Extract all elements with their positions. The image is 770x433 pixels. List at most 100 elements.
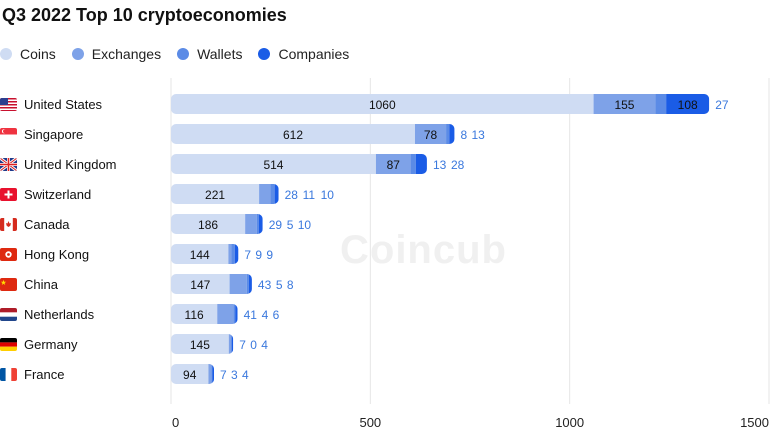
bar-coins-5 <box>171 244 229 264</box>
bar-companies-5 <box>234 244 239 264</box>
bar-exchanges-5 <box>228 244 232 264</box>
category-label: United States <box>0 94 102 114</box>
bar-wallets-4 <box>256 214 259 234</box>
watermark-logo: Coincub <box>340 228 507 272</box>
data-label-wallets: 8 <box>460 128 467 142</box>
data-label-companies: 4 <box>242 368 249 382</box>
bar-exchanges-2 <box>375 154 411 174</box>
us-flag-icon <box>0 97 17 111</box>
data-label-coins: 612 <box>283 128 303 142</box>
netherlands-flag-icon <box>0 307 17 321</box>
data-label-companies: 10 <box>298 218 312 232</box>
data-label-companies: 108 <box>678 98 698 112</box>
category-label-text: Hong Kong <box>24 246 90 262</box>
uk-flag-icon <box>0 157 17 171</box>
data-label-wallets: 27 <box>715 98 729 112</box>
category-label: Hong Kong <box>0 244 89 264</box>
bar-exchanges-3 <box>259 184 271 204</box>
data-label-wallets: 4 <box>262 308 269 322</box>
bar-companies-1 <box>449 124 455 144</box>
bar-exchanges-7 <box>217 304 234 324</box>
data-label-exchanges: 78 <box>424 128 438 142</box>
bar-companies-4 <box>258 214 263 234</box>
legend-swatch-coins <box>0 48 12 60</box>
x-tick-label-1000: 1000 <box>555 415 584 430</box>
bar-wallets-3 <box>270 184 275 204</box>
category-label-text: Canada <box>24 216 70 232</box>
bar-coins-2 <box>171 154 376 174</box>
data-label-exchanges: 43 <box>258 278 272 292</box>
bar-wallets-6 <box>246 274 249 294</box>
category-label-text: United States <box>24 96 103 112</box>
hong-kong-flag-icon <box>0 247 17 261</box>
germany-flag-icon <box>0 337 17 351</box>
legend-item-wallets[interactable]: Wallets <box>177 46 242 62</box>
bar-companies-3 <box>274 184 279 204</box>
data-label-wallets: 5 <box>276 278 283 292</box>
legend-label-companies: Companies <box>278 46 350 62</box>
category-label-text: France <box>24 366 65 382</box>
data-label-coins: 147 <box>190 278 210 292</box>
bar-companies-6 <box>248 274 252 294</box>
category-label-text: Singapore <box>24 126 84 142</box>
category-label: Canada <box>0 214 70 234</box>
bar-coins-6 <box>171 274 230 294</box>
bar-companies-2 <box>415 154 427 174</box>
bar-wallets-0 <box>655 94 667 114</box>
category-label-text: China <box>24 276 58 292</box>
category-label: United Kingdom <box>0 154 117 174</box>
data-label-wallets: 13 <box>433 158 447 172</box>
category-label: France <box>0 364 64 384</box>
bar-coins-4 <box>171 214 246 234</box>
bar-wallets-5 <box>231 244 235 264</box>
data-label-companies: 8 <box>287 278 294 292</box>
data-label-exchanges: 7 <box>220 368 227 382</box>
data-label-wallets: 3 <box>231 368 238 382</box>
bar-coins-1 <box>171 124 415 144</box>
bar-exchanges-6 <box>229 274 247 294</box>
category-label: Singapore <box>0 124 83 144</box>
bar-wallets-7 <box>233 304 236 324</box>
data-label-coins: 186 <box>198 218 218 232</box>
bar-exchanges-1 <box>414 124 447 144</box>
canada-flag-icon <box>0 217 17 231</box>
category-label-text: Switzerland <box>24 186 92 202</box>
data-label-coins: 94 <box>183 368 197 382</box>
data-label-coins: 221 <box>205 188 225 202</box>
bar-companies-0 <box>666 94 710 114</box>
legend-item-companies[interactable]: Companies <box>258 46 349 62</box>
bar-coins-3 <box>171 184 260 204</box>
bar-wallets-1 <box>446 124 450 144</box>
data-label-wallets: 5 <box>287 218 294 232</box>
data-label-companies: 28 <box>451 158 465 172</box>
category-label-text: Netherlands <box>24 306 95 322</box>
data-label-exchanges: 41 <box>244 308 258 322</box>
bar-exchanges-4 <box>245 214 257 234</box>
category-label: Switzerland <box>0 184 91 204</box>
bar-coins-8 <box>171 334 229 354</box>
singapore-flag-icon <box>0 127 17 141</box>
bar-companies-7 <box>235 304 238 324</box>
bar-wallets-9 <box>211 364 213 384</box>
bar-coins-9 <box>171 364 209 384</box>
data-label-wallets: 0 <box>250 338 257 352</box>
legend-item-coins[interactable]: Coins <box>0 46 56 62</box>
data-label-coins: 116 <box>185 308 204 322</box>
legend-label-exchanges: Exchanges <box>91 46 162 62</box>
chart-legend: Coins Exchanges Wallets Companies <box>0 44 365 64</box>
bar-companies-8 <box>231 334 234 354</box>
legend-item-exchanges[interactable]: Exchanges <box>71 46 162 62</box>
chart-title: Q3 2022 Top 10 cryptoeconomies <box>2 5 287 25</box>
data-label-coins: 145 <box>190 338 210 352</box>
data-label-companies: 13 <box>471 128 485 142</box>
bar-coins-0 <box>171 94 594 114</box>
switzerland-flag-icon <box>0 187 17 201</box>
data-label-exchanges: 87 <box>387 158 401 172</box>
category-label-text: United Kingdom <box>24 156 117 172</box>
france-flag-icon <box>0 367 17 381</box>
data-label-companies: 9 <box>266 248 273 262</box>
x-tick-label-1500: 1500 <box>740 415 769 430</box>
category-label-text: Germany <box>24 336 78 352</box>
data-label-exchanges: 7 <box>239 338 246 352</box>
